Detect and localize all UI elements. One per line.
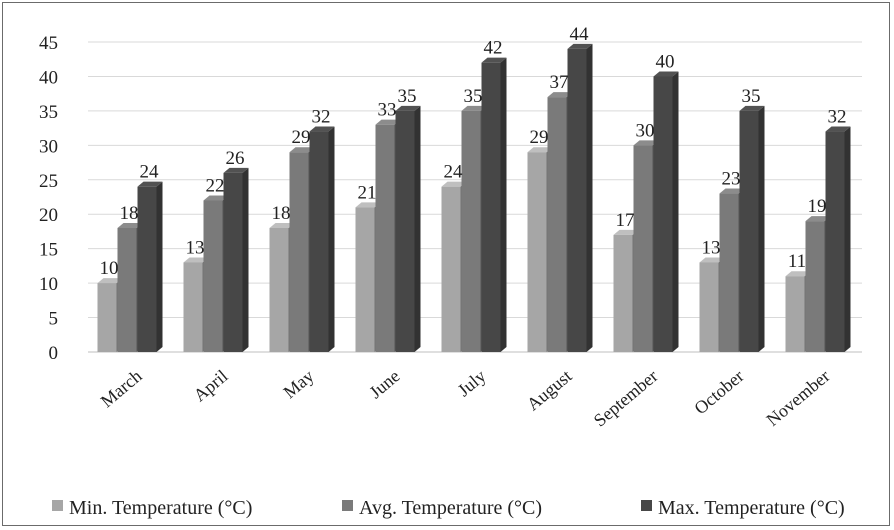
data-label: 29 [292, 127, 311, 148]
data-label: 26 [226, 148, 245, 169]
data-label: 18 [272, 203, 291, 224]
bar-april-max [223, 167, 249, 352]
bar-march-max [137, 181, 163, 352]
bar-november-max [825, 126, 851, 352]
y-tick-label: 10 [39, 274, 58, 295]
bar-july-max [481, 57, 507, 353]
data-label: 13 [702, 237, 721, 258]
data-label: 19 [808, 196, 827, 217]
data-label: 32 [312, 107, 331, 128]
x-tick-label: September [590, 366, 662, 431]
data-label: 24 [444, 162, 464, 183]
y-tick-label: 15 [39, 240, 58, 261]
legend-swatch [342, 500, 353, 511]
y-tick-label: 30 [39, 136, 58, 157]
bar-september-max [653, 71, 679, 352]
data-label: 10 [100, 258, 119, 279]
x-tick-label: July [454, 366, 490, 401]
bars [97, 43, 851, 353]
data-label: 35 [464, 86, 483, 107]
legend-item-max: Max. Temperature (°C) [641, 497, 845, 519]
y-tick-label: 45 [39, 33, 58, 54]
data-label: 29 [530, 127, 549, 148]
data-label: 40 [656, 51, 675, 72]
y-tick-label: 25 [39, 171, 58, 192]
x-tick-label: April [190, 366, 232, 406]
y-tick-label: 40 [39, 67, 58, 88]
data-label: 24 [140, 162, 160, 183]
data-label: 30 [636, 120, 655, 141]
x-tick-label: June [365, 366, 403, 403]
legend: Min. Temperature (°C) Avg. Temperature (°… [52, 497, 845, 519]
legend-item-min: Min. Temperature (°C) [52, 497, 252, 519]
y-tick-label: 20 [39, 205, 58, 226]
legend-swatch [641, 500, 652, 511]
data-label: 21 [358, 182, 377, 203]
y-tick-label: 0 [49, 343, 59, 364]
legend-label: Min. Temperature (°C) [69, 497, 252, 519]
data-labels: 1018241322261829322133352435422937441730… [100, 24, 847, 279]
x-tick-label: November [763, 366, 834, 430]
x-tick-label: March [97, 366, 146, 412]
y-tick-label: 5 [49, 309, 59, 330]
data-label: 22 [206, 175, 225, 196]
legend-item-avg: Avg. Temperature (°C) [342, 497, 542, 519]
data-label: 44 [570, 24, 590, 45]
data-label: 33 [378, 100, 397, 121]
x-tick-label: August [523, 366, 576, 415]
data-label: 32 [828, 107, 847, 128]
data-label: 35 [742, 86, 761, 107]
data-label: 35 [398, 86, 417, 107]
data-label: 13 [186, 237, 205, 258]
bar-may-max [309, 126, 335, 352]
data-label: 37 [550, 72, 569, 93]
x-tick-label: May [279, 366, 317, 403]
data-label: 17 [616, 210, 635, 231]
legend-swatch [52, 500, 63, 511]
legend-label: Max. Temperature (°C) [658, 497, 845, 519]
legend-label: Avg. Temperature (°C) [359, 497, 542, 519]
data-label: 42 [484, 38, 503, 59]
bar-october-max [739, 105, 765, 352]
data-label: 23 [722, 169, 741, 190]
bar-august-max [567, 43, 593, 353]
bar-june-max [395, 105, 421, 352]
x-tick-label: October [690, 366, 747, 419]
data-label: 11 [788, 251, 806, 272]
y-tick-label: 35 [39, 102, 58, 123]
data-label: 18 [120, 203, 139, 224]
